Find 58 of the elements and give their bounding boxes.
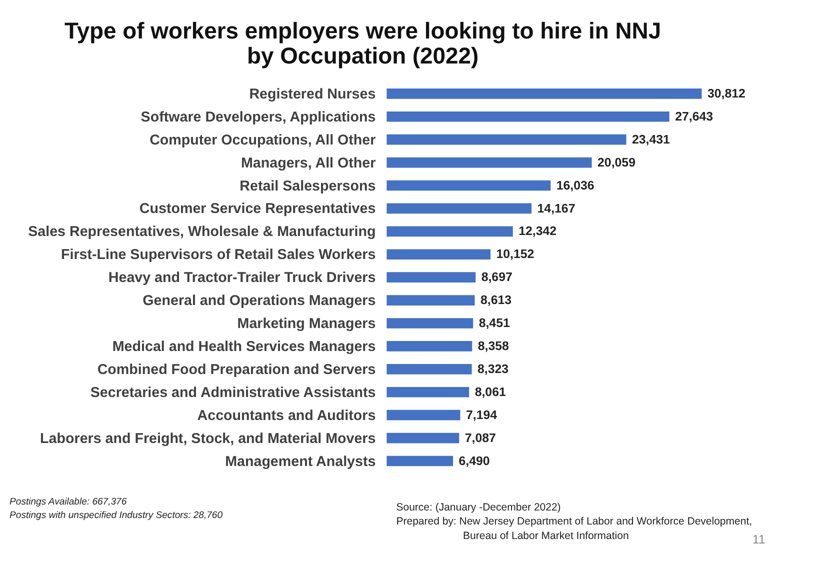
- data-label: 8,451: [478, 316, 510, 330]
- y-tick-label: Combined Food Preparation and Servers: [97, 362, 376, 378]
- data-label: 27,643: [675, 109, 714, 124]
- y-tick-label: Customer Service Representatives: [139, 201, 376, 218]
- y-tick-label: Accountants and Auditors: [197, 408, 376, 424]
- data-label: 6,490: [458, 454, 490, 468]
- bar: [386, 295, 475, 306]
- bar: [386, 203, 532, 214]
- y-tick-label: Managers, All Other: [241, 155, 376, 172]
- y-tick-label: Computer Occupations, All Other: [150, 132, 376, 148]
- data-label: 30,812: [707, 86, 746, 100]
- y-tick-label: Medical and Health Services Managers: [112, 338, 376, 355]
- bar: [386, 456, 454, 466]
- bar: [386, 157, 592, 168]
- bar: [386, 410, 460, 420]
- bar: [386, 88, 702, 99]
- data-label: 16,036: [556, 178, 594, 192]
- bar: [386, 226, 513, 237]
- y-tick-label: Management Analysts: [225, 454, 376, 470]
- data-label: 10,152: [496, 247, 534, 262]
- data-label: 8,323: [478, 362, 509, 376]
- data-label: 8,613: [480, 293, 512, 308]
- y-tick-label: Heavy and Tractor-Trailer Truck Drivers: [108, 270, 376, 286]
- y-tick-label: General and Operations Managers: [142, 293, 376, 310]
- y-tick-label: Sales Representatives, Wholesale & Manufacturing: [28, 224, 376, 240]
- data-label: 7,087: [464, 430, 496, 445]
- y-tick-label: Software Developers, Applications: [140, 109, 376, 126]
- data-label: 23,431: [632, 132, 670, 146]
- data-label: 8,697: [481, 270, 512, 284]
- data-label: 14,167: [537, 201, 576, 216]
- bar: [386, 134, 626, 145]
- bar: [386, 111, 670, 122]
- bar: [386, 386, 470, 398]
- bar: [386, 272, 476, 283]
- data-label: 12,342: [518, 224, 557, 238]
- bar: [386, 432, 460, 444]
- text: Postings with unspecified Industry Sectors: 28,760: [10, 510, 224, 521]
- y-tick-label: Retail Salespersons: [240, 178, 376, 194]
- source-note: Source: (January -December 2022): [396, 501, 561, 514]
- y-tick-label: Marketing Managers: [237, 316, 376, 332]
- bar: [386, 364, 472, 374]
- y-tick-label: First-Line Supervisors of Retail Sales Workers: [60, 247, 376, 264]
- bar: [386, 249, 490, 260]
- data-label: 8,061: [474, 384, 506, 399]
- data-label: 8,358: [478, 339, 510, 354]
- chart-title: Type of workers employers were looking to hire in NNJ by Occupation (2022): [64, 18, 662, 68]
- y-tick-label: Registered Nurses: [249, 86, 376, 102]
- data-label: 7,194: [466, 408, 498, 422]
- bar: [386, 341, 472, 352]
- y-tick-label: Secretaries and Administrative Assistants: [90, 384, 376, 401]
- data-label: 20,059: [598, 155, 636, 170]
- text: Bureau of Labor Market Information: [463, 530, 629, 542]
- bar: [386, 180, 551, 191]
- text: 11: [752, 532, 766, 547]
- text: Prepared by: New Jersey Department of Labor and Workforce Development,: [396, 516, 752, 528]
- text: Postings Available: 667,376: [10, 496, 128, 508]
- bar: [386, 318, 474, 328]
- y-tick-label: Laborers and Freight, Stock, and Material Movers: [40, 430, 376, 447]
